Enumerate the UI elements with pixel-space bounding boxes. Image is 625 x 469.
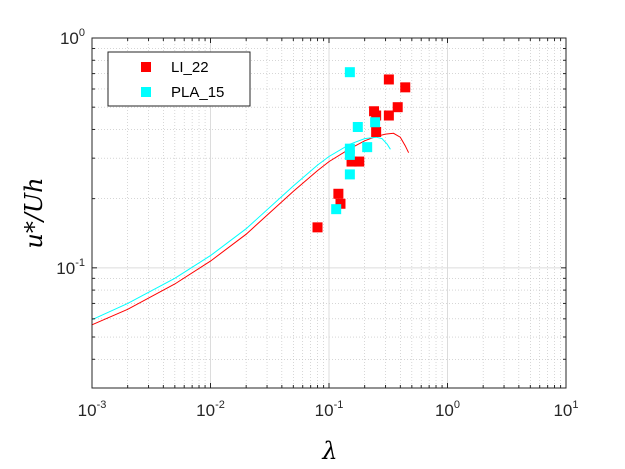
y-axis-label: u*/Uh — [20, 177, 48, 248]
point-pla15 — [362, 142, 373, 153]
point-li22 — [346, 156, 357, 167]
point-li22 — [335, 198, 346, 209]
point-li22 — [333, 188, 344, 199]
point-pla15 — [370, 117, 381, 128]
x-axis-label: λ — [321, 437, 337, 465]
point-li22 — [312, 222, 323, 233]
legend-marker-li22 — [141, 62, 151, 72]
y-tick-label: 100 — [60, 27, 85, 48]
point-li22 — [371, 126, 382, 137]
legend-label-pla15: PLA_15 — [171, 84, 224, 101]
point-pla15 — [344, 143, 355, 154]
point-pla15 — [331, 204, 342, 215]
point-li22 — [371, 110, 382, 121]
x-tick-label: 101 — [553, 399, 578, 420]
point-li22 — [383, 110, 394, 121]
point-pla15 — [344, 149, 355, 160]
point-li22 — [354, 156, 365, 167]
legend-marker-pla15 — [141, 87, 151, 97]
x-tick-label: 100 — [435, 399, 460, 420]
point-pla15 — [352, 121, 363, 132]
model-curves — [91, 132, 410, 326]
axis-ticks — [91, 37, 567, 389]
data-points — [312, 67, 411, 233]
legend-box — [107, 51, 251, 107]
legend: LI_22 PLA_15 — [107, 51, 251, 107]
point-li22 — [392, 102, 403, 113]
model-curve-1 — [91, 136, 391, 321]
point-li22 — [400, 82, 411, 93]
point-pla15 — [344, 67, 355, 78]
legend-label-li22: LI_22 — [171, 59, 209, 76]
point-pla15 — [344, 169, 355, 180]
model-curve-0 — [91, 132, 410, 326]
point-li22 — [383, 74, 394, 85]
